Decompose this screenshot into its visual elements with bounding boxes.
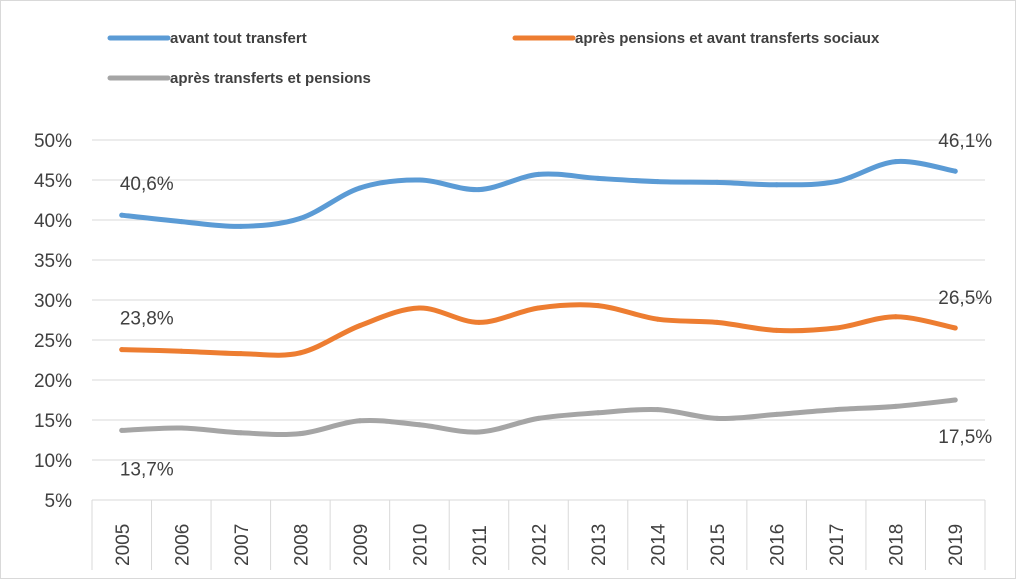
- data-point: [476, 319, 482, 325]
- data-point: [119, 347, 125, 353]
- data-point: [655, 316, 661, 322]
- data-point: [119, 212, 125, 218]
- data-label: 26,5%: [938, 288, 992, 309]
- x-tick-label: 2012: [530, 524, 551, 566]
- data-point: [714, 179, 720, 185]
- data-point: [416, 305, 422, 311]
- y-tick-label: 10%: [34, 451, 72, 472]
- y-tick-label: 30%: [34, 291, 72, 312]
- data-point: [893, 314, 899, 320]
- y-tick-label: 45%: [34, 171, 72, 192]
- data-point: [952, 325, 958, 331]
- data-point: [297, 431, 303, 437]
- gridlines: [92, 139, 985, 461]
- data-point: [297, 350, 303, 356]
- y-tick-label: 50%: [34, 131, 72, 152]
- x-tick-label: 2009: [351, 524, 372, 566]
- y-tick-label: 35%: [34, 251, 72, 272]
- data-labels: 40,6% 46,1% 23,8% 26,5% 13,7% 17,5%: [120, 131, 992, 480]
- x-axis: 2005 2006 2007 2008 2009 2010 2011 2012 2013 2014…: [91, 499, 986, 570]
- y-tick-label: 5%: [45, 491, 73, 512]
- data-point: [416, 177, 422, 183]
- data-point: [297, 215, 303, 221]
- x-tick-label: 2011: [470, 525, 491, 566]
- x-tick-label: 2013: [589, 524, 610, 566]
- data-label: 17,5%: [938, 427, 992, 448]
- data-point: [536, 305, 541, 311]
- series-line: [119, 302, 958, 358]
- data-point: [178, 425, 184, 431]
- data-point: [595, 175, 601, 181]
- data-point: [655, 407, 661, 413]
- x-tick-label: 2010: [410, 524, 431, 566]
- data-point: [833, 325, 839, 331]
- data-point: [536, 415, 541, 421]
- y-tick-label: 20%: [34, 371, 72, 392]
- data-point: [893, 403, 899, 409]
- y-tick-label: 15%: [34, 411, 72, 432]
- data-point: [238, 351, 244, 357]
- data-point: [238, 223, 244, 229]
- x-tick-label: 2006: [172, 524, 193, 566]
- data-point: [833, 407, 839, 413]
- series-line: [119, 158, 958, 229]
- x-tick-label: 2019: [946, 524, 967, 566]
- series-lines: [119, 158, 958, 437]
- legend-label: après pensions et avant transferts socia…: [575, 30, 880, 47]
- data-point: [536, 171, 541, 177]
- x-tick-label: 2007: [232, 524, 253, 566]
- data-point: [178, 348, 184, 354]
- data-point: [774, 411, 780, 417]
- data-point: [476, 429, 482, 435]
- data-point: [476, 187, 482, 193]
- data-point: [238, 430, 244, 436]
- y-axis-ticks: 5% 10% 15% 20% 25% 30% 35% 40% 45% 50%: [34, 131, 72, 512]
- y-tick-label: 25%: [34, 331, 72, 352]
- x-tick-label: 2015: [708, 524, 729, 566]
- x-tick-label: 2018: [887, 524, 908, 566]
- data-point: [952, 397, 958, 403]
- x-tick-label: 2016: [768, 524, 789, 566]
- data-point: [833, 179, 839, 185]
- data-point: [893, 159, 899, 165]
- data-point: [595, 303, 601, 309]
- y-tick-label: 40%: [34, 211, 72, 232]
- data-point: [178, 219, 184, 225]
- x-tick-label: 2005: [113, 524, 134, 566]
- data-point: [655, 179, 661, 185]
- data-point: [774, 182, 780, 188]
- legend-label: après transferts et pensions: [170, 70, 371, 87]
- data-point: [357, 323, 363, 329]
- data-point: [595, 410, 601, 416]
- data-point: [119, 427, 125, 433]
- data-label: 40,6%: [120, 174, 174, 195]
- legend-label: avant tout transfert: [170, 30, 307, 47]
- data-point: [416, 422, 422, 428]
- data-point: [714, 415, 720, 421]
- data-label: 13,7%: [120, 459, 174, 480]
- legend: avant tout transfert après pensions et av…: [107, 30, 880, 87]
- data-point: [774, 327, 780, 333]
- x-tick-label: 2008: [291, 524, 312, 566]
- x-tick-label: 2014: [649, 523, 670, 566]
- data-point: [357, 185, 363, 191]
- data-label: 23,8%: [120, 309, 174, 330]
- data-label: 46,1%: [938, 131, 992, 152]
- x-tick-label: 2017: [827, 524, 848, 566]
- data-point: [952, 168, 958, 174]
- data-point: [357, 418, 363, 424]
- data-point: [714, 319, 720, 325]
